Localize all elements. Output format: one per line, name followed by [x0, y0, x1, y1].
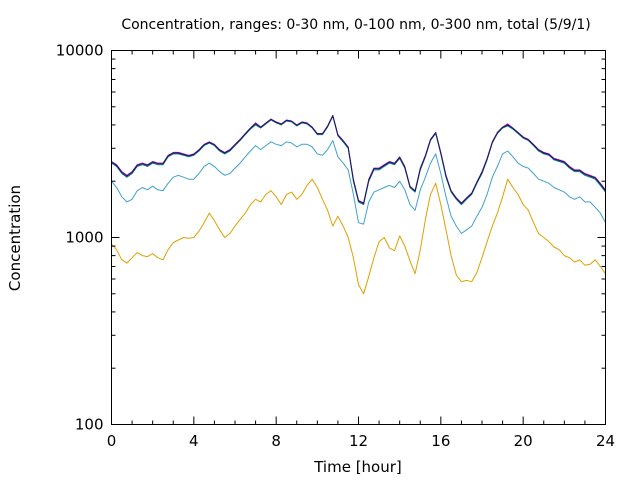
- x-tick-label: 12: [349, 432, 368, 450]
- series-line-3: [111, 115, 606, 206]
- y-tick-label: 10000: [56, 42, 104, 60]
- x-tick-label: 16: [431, 432, 450, 450]
- series-line-4: [111, 114, 606, 204]
- y-tick-label: 1000: [65, 229, 103, 247]
- x-tick-label: 0: [107, 432, 117, 450]
- x-axis-label: Time [hour]: [313, 458, 402, 476]
- series-group: [111, 114, 606, 295]
- ticks-group: 0 4 8 12 16 20 24 100 1000 10000: [56, 42, 615, 451]
- chart-title: Concentration, ranges: 0-30 nm, 0-100 nm…: [121, 17, 590, 33]
- x-tick-label: 24: [596, 432, 615, 450]
- x-tick-label: 4: [189, 432, 199, 450]
- y-axis-label: Concentration: [6, 185, 24, 291]
- series-line-5: [111, 115, 606, 204]
- series-line-1: [111, 178, 606, 295]
- y-tick-label: 100: [75, 416, 104, 434]
- series-line-2: [111, 140, 606, 234]
- x-tick-label: 8: [271, 432, 281, 450]
- x-tick-label: 20: [514, 432, 533, 450]
